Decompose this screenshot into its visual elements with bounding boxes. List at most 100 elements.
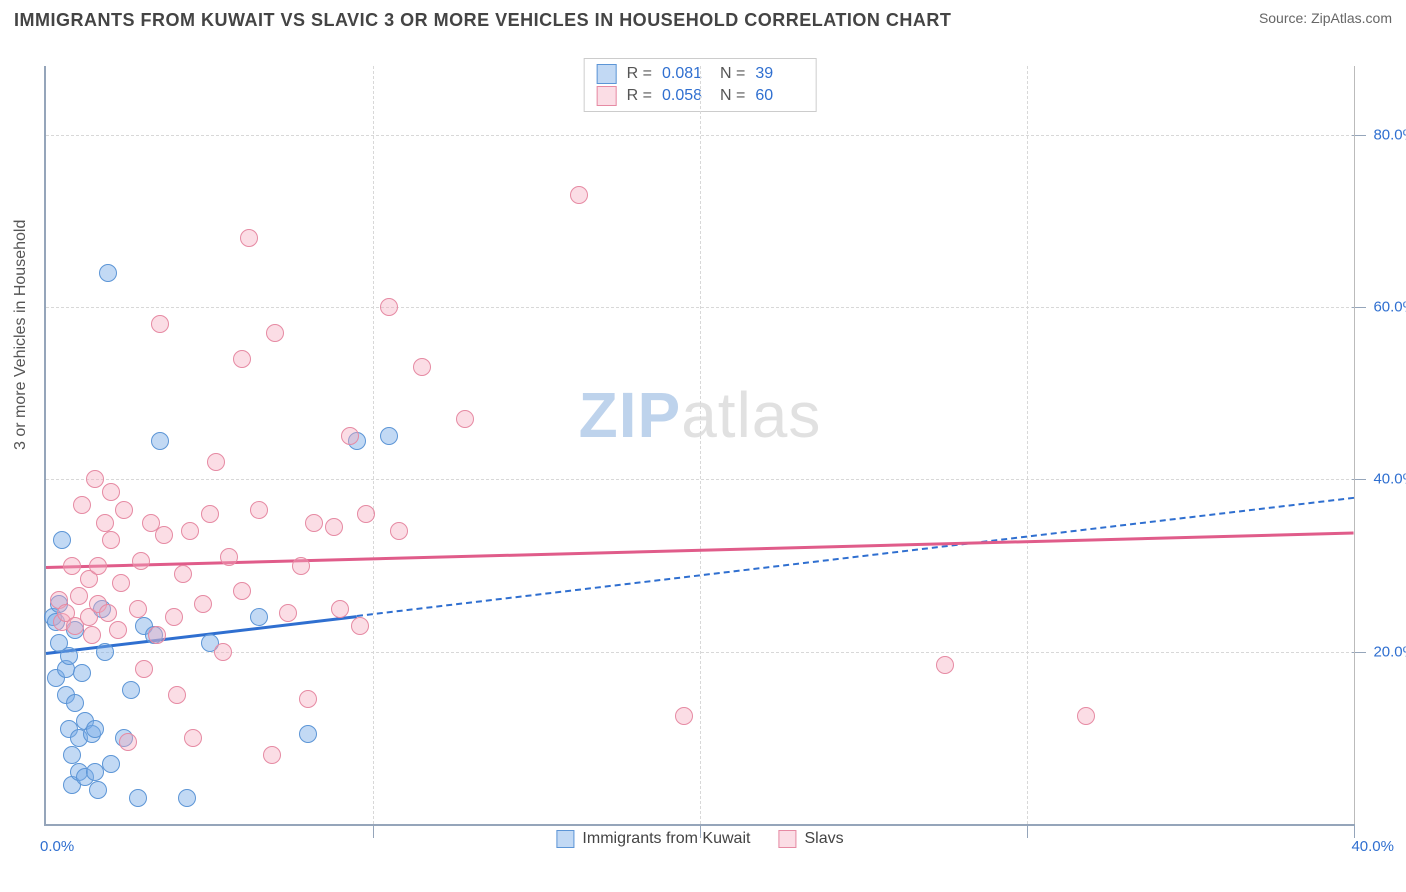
scatter-point-slavs bbox=[151, 315, 169, 333]
scatter-point-slavs bbox=[936, 656, 954, 674]
scatter-point-slavs bbox=[165, 608, 183, 626]
scatter-point-slavs bbox=[132, 552, 150, 570]
scatter-point-slavs bbox=[102, 531, 120, 549]
chart-source: Source: ZipAtlas.com bbox=[1259, 10, 1392, 26]
y-axis-tick-label: 40.0% bbox=[1373, 471, 1406, 488]
x-axis-tick bbox=[1027, 824, 1028, 838]
legend-item-slavs: Slavs bbox=[778, 830, 843, 848]
scatter-point-slavs bbox=[341, 427, 359, 445]
scatter-point-slavs bbox=[214, 643, 232, 661]
scatter-point-kuwait bbox=[129, 789, 147, 807]
scatter-point-slavs bbox=[413, 358, 431, 376]
scatter-point-slavs bbox=[207, 453, 225, 471]
stats-swatch bbox=[597, 86, 617, 106]
scatter-point-kuwait bbox=[122, 681, 140, 699]
scatter-point-slavs bbox=[119, 733, 137, 751]
scatter-point-slavs bbox=[266, 324, 284, 342]
scatter-point-kuwait bbox=[73, 664, 91, 682]
scatter-point-kuwait bbox=[151, 432, 169, 450]
scatter-point-slavs bbox=[570, 186, 588, 204]
scatter-point-slavs bbox=[220, 548, 238, 566]
scatter-point-slavs bbox=[240, 229, 258, 247]
x-axis-tick bbox=[1354, 824, 1355, 838]
scatter-point-slavs bbox=[109, 621, 127, 639]
scatter-point-slavs bbox=[292, 557, 310, 575]
scatter-point-slavs bbox=[263, 746, 281, 764]
scatter-point-slavs bbox=[86, 470, 104, 488]
scatter-point-kuwait bbox=[89, 781, 107, 799]
watermark-pre: ZIP bbox=[579, 379, 682, 451]
scatter-point-slavs bbox=[194, 595, 212, 613]
scatter-point-slavs bbox=[279, 604, 297, 622]
scatter-point-slavs bbox=[233, 350, 251, 368]
scatter-point-kuwait bbox=[66, 694, 84, 712]
scatter-point-kuwait bbox=[250, 608, 268, 626]
stats-r-label: R = bbox=[627, 87, 652, 105]
scatter-point-kuwait bbox=[299, 725, 317, 743]
scatter-point-slavs bbox=[174, 565, 192, 583]
scatter-point-kuwait bbox=[99, 264, 117, 282]
x-axis-tick-label: 0.0% bbox=[40, 838, 74, 855]
scatter-point-slavs bbox=[115, 501, 133, 519]
scatter-point-slavs bbox=[299, 690, 317, 708]
scatter-point-kuwait bbox=[380, 427, 398, 445]
y-axis-label: 3 or more Vehicles in Household bbox=[12, 220, 30, 450]
x-axis-tick-label: 40.0% bbox=[1351, 838, 1394, 855]
stats-r-value: 0.081 bbox=[662, 65, 710, 83]
x-axis-tick bbox=[700, 824, 701, 838]
scatter-point-slavs bbox=[1077, 707, 1095, 725]
scatter-point-kuwait bbox=[53, 531, 71, 549]
legend-label: Slavs bbox=[804, 830, 843, 848]
scatter-point-slavs bbox=[331, 600, 349, 618]
gridline-vertical bbox=[373, 66, 374, 824]
gridline-vertical bbox=[1354, 66, 1355, 824]
chart-header: IMMIGRANTS FROM KUWAIT VS SLAVIC 3 OR MO… bbox=[14, 10, 1392, 31]
gridline-vertical bbox=[700, 66, 701, 824]
scatter-point-slavs bbox=[184, 729, 202, 747]
scatter-point-slavs bbox=[155, 526, 173, 544]
scatter-point-slavs bbox=[357, 505, 375, 523]
chart-title: IMMIGRANTS FROM KUWAIT VS SLAVIC 3 OR MO… bbox=[14, 10, 951, 31]
stats-n-label: N = bbox=[720, 87, 745, 105]
scatter-point-kuwait bbox=[102, 755, 120, 773]
y-axis-tick-label: 80.0% bbox=[1373, 126, 1406, 143]
scatter-point-slavs bbox=[135, 660, 153, 678]
gridline-vertical bbox=[1027, 66, 1028, 824]
scatter-point-slavs bbox=[96, 514, 114, 532]
scatter-point-slavs bbox=[250, 501, 268, 519]
stats-n-value: 60 bbox=[755, 87, 803, 105]
watermark-post: atlas bbox=[681, 379, 821, 451]
scatter-point-slavs bbox=[233, 582, 251, 600]
scatter-point-slavs bbox=[89, 557, 107, 575]
stats-n-value: 39 bbox=[755, 65, 803, 83]
scatter-point-slavs bbox=[675, 707, 693, 725]
stats-r-label: R = bbox=[627, 65, 652, 83]
scatter-point-kuwait bbox=[178, 789, 196, 807]
scatter-point-kuwait bbox=[86, 720, 104, 738]
scatter-point-slavs bbox=[380, 298, 398, 316]
scatter-point-slavs bbox=[148, 626, 166, 644]
scatter-point-kuwait bbox=[96, 643, 114, 661]
scatter-point-slavs bbox=[351, 617, 369, 635]
scatter-point-slavs bbox=[102, 483, 120, 501]
scatter-point-kuwait bbox=[86, 763, 104, 781]
scatter-point-slavs bbox=[305, 514, 323, 532]
legend-label: Immigrants from Kuwait bbox=[582, 830, 750, 848]
x-axis-tick bbox=[373, 824, 374, 838]
y-axis-tick-label: 60.0% bbox=[1373, 299, 1406, 316]
scatter-point-slavs bbox=[168, 686, 186, 704]
scatter-point-slavs bbox=[83, 626, 101, 644]
scatter-point-slavs bbox=[390, 522, 408, 540]
scatter-point-slavs bbox=[70, 587, 88, 605]
scatter-point-slavs bbox=[201, 505, 219, 523]
scatter-point-slavs bbox=[73, 496, 91, 514]
scatter-point-slavs bbox=[456, 410, 474, 428]
scatter-point-slavs bbox=[325, 518, 343, 536]
legend-item-kuwait: Immigrants from Kuwait bbox=[556, 830, 750, 848]
scatter-point-slavs bbox=[99, 604, 117, 622]
scatter-point-kuwait bbox=[63, 746, 81, 764]
legend-swatch bbox=[778, 830, 796, 848]
y-axis-tick-label: 20.0% bbox=[1373, 643, 1406, 660]
stats-swatch bbox=[597, 64, 617, 84]
stats-n-label: N = bbox=[720, 65, 745, 83]
